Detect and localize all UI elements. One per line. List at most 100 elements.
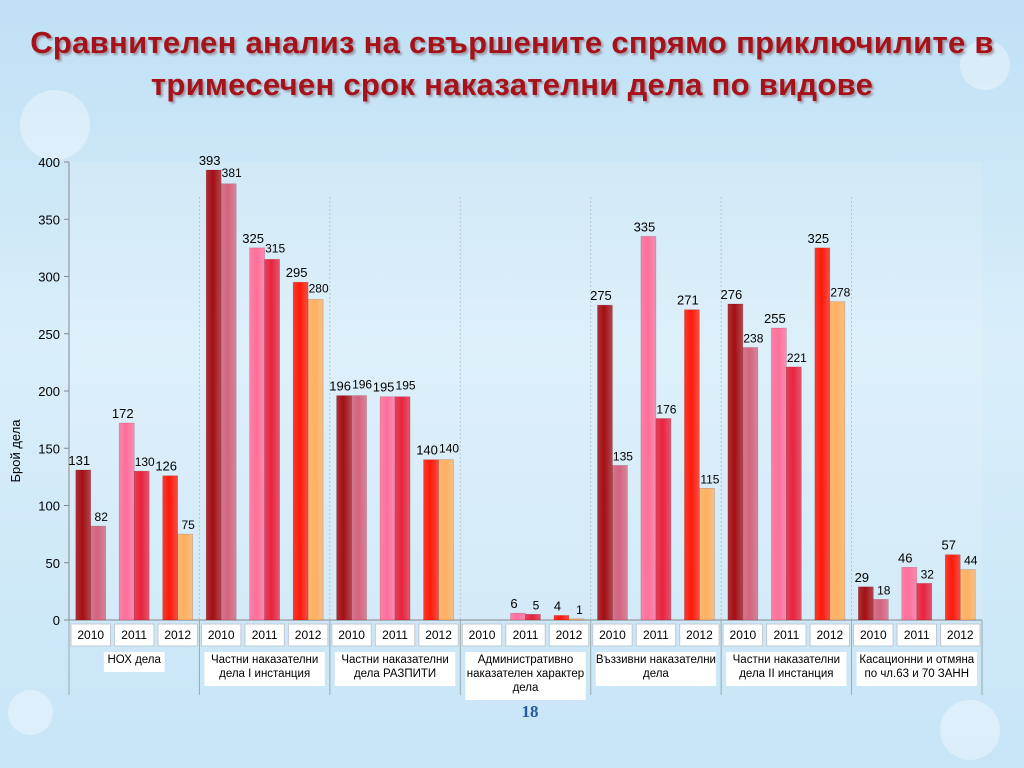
bar [205, 169, 222, 621]
x-tick-label: 2011 [643, 628, 669, 642]
year-cell [592, 623, 633, 647]
data-label: 131 [68, 453, 90, 468]
bar [959, 569, 976, 621]
bar [249, 247, 265, 621]
bar [727, 303, 744, 621]
category-label: Частни наказателни дела I инстанция [211, 654, 318, 680]
x-tick-label: 2010 [469, 628, 496, 642]
category-label: НОХ дела [107, 654, 161, 666]
category-label-background [204, 652, 325, 686]
category-label: Частни наказателни дела РАЗПИТИ [341, 654, 448, 680]
bar [177, 533, 193, 621]
bar [944, 554, 961, 621]
data-label: 140 [439, 442, 459, 456]
bar [75, 469, 92, 621]
data-label: 278 [830, 286, 850, 300]
x-tick-label: 2010 [338, 628, 365, 642]
data-label: 1 [576, 603, 583, 617]
bar [351, 395, 367, 621]
x-tick-label: 2012 [556, 628, 583, 642]
y-tick-label: 350 [38, 212, 60, 227]
category-label-background [465, 652, 586, 700]
data-label: 46 [898, 550, 912, 565]
year-cell [374, 623, 416, 647]
bar [379, 396, 396, 621]
data-label: 221 [787, 351, 807, 365]
data-label: 271 [677, 293, 699, 308]
y-tick-label: 200 [38, 384, 60, 399]
data-label: 195 [396, 379, 416, 393]
data-label: 176 [656, 402, 676, 416]
x-tick-label: 2010 [730, 628, 757, 642]
x-tick-label: 2011 [773, 628, 799, 642]
data-label: 295 [286, 265, 308, 280]
bar [510, 612, 526, 621]
data-label: 325 [242, 231, 264, 246]
bar [90, 525, 107, 621]
data-label: 172 [112, 406, 134, 421]
bar [568, 618, 585, 621]
year-cell [244, 623, 285, 647]
data-label: 196 [329, 379, 351, 394]
bar [612, 465, 628, 621]
data-label: 82 [95, 510, 109, 524]
year-cell [70, 623, 111, 647]
bar [336, 395, 352, 621]
category-label-background [334, 652, 456, 686]
bar [220, 183, 237, 621]
year-cell [722, 623, 764, 647]
bar [829, 301, 846, 621]
x-tick-label: 2011 [121, 628, 147, 642]
y-tick-label: 50 [46, 556, 60, 571]
bar [553, 615, 570, 621]
bar [786, 366, 802, 621]
year-cell [505, 623, 546, 647]
bar [292, 281, 309, 621]
data-label: 238 [743, 331, 763, 345]
year-cell [853, 623, 894, 647]
slide-title: Сравнителен анализ на свършените спрямо … [30, 25, 994, 102]
bar [916, 583, 933, 621]
y-axis-title: Брой дела [8, 419, 23, 483]
category-label-background [595, 652, 717, 686]
category-label: Касационни и отмяна по чл.63 и 70 ЗАНН [859, 654, 974, 680]
category-label-background [726, 652, 847, 686]
bar [858, 586, 874, 621]
x-tick-label: 2011 [513, 628, 539, 642]
background-decoration [960, 40, 1010, 90]
y-tick-label: 150 [38, 441, 60, 456]
bar [699, 488, 715, 621]
data-label: 5 [533, 598, 540, 612]
data-label: 140 [416, 443, 438, 458]
year-cell [940, 623, 981, 647]
bar [873, 599, 889, 621]
x-tick-label: 2010 [77, 628, 104, 642]
data-label: 335 [634, 219, 656, 234]
x-tick-label: 2011 [382, 628, 408, 642]
bar [814, 247, 831, 621]
y-tick-label: 400 [38, 155, 60, 170]
y-tick-label: 0 [53, 613, 60, 628]
year-cell [896, 623, 938, 647]
data-label: 126 [155, 459, 177, 474]
bar [640, 236, 657, 621]
bar [264, 259, 280, 621]
data-label: 29 [855, 570, 869, 585]
category-label-background [856, 652, 977, 686]
data-label: 195 [373, 380, 395, 395]
x-tick-label: 2010 [599, 628, 626, 642]
y-tick-label: 100 [38, 499, 60, 514]
data-label: 393 [199, 153, 221, 168]
year-cell [461, 623, 503, 647]
bar [525, 613, 541, 621]
data-label: 135 [613, 449, 633, 463]
background-decoration [20, 90, 90, 160]
data-label: 44 [964, 554, 978, 568]
data-label: 276 [721, 287, 743, 302]
data-label: 115 [700, 472, 719, 486]
data-label: 6 [510, 596, 517, 611]
year-cell [331, 623, 372, 647]
year-cell [287, 623, 329, 647]
year-cell [635, 623, 677, 647]
